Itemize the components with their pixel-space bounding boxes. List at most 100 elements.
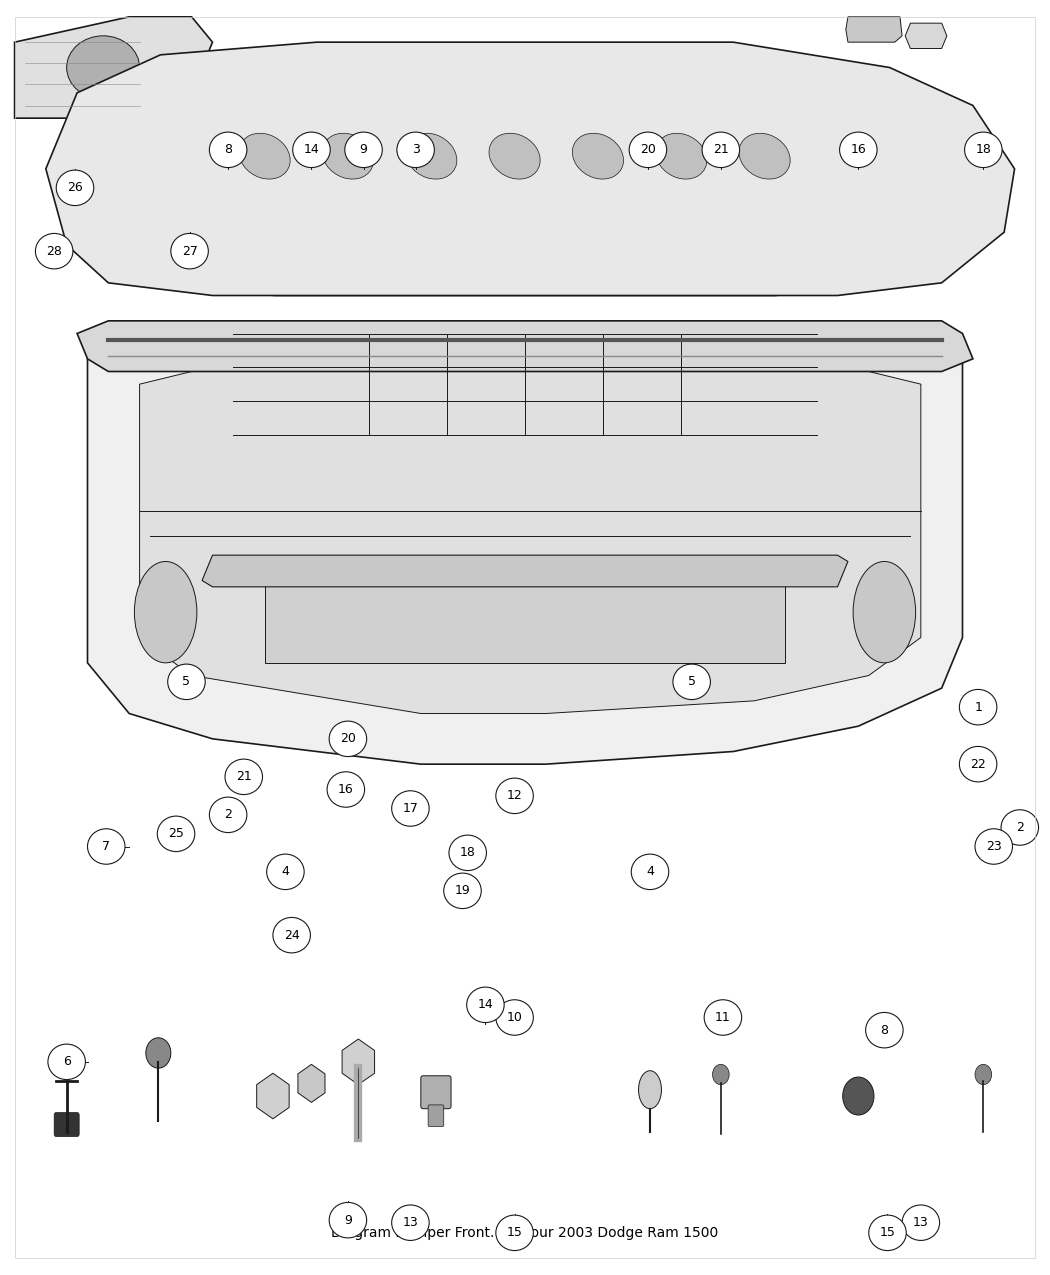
Text: 8: 8 xyxy=(224,143,232,157)
Ellipse shape xyxy=(965,133,1002,167)
Ellipse shape xyxy=(328,771,364,807)
Ellipse shape xyxy=(36,233,72,269)
Ellipse shape xyxy=(489,134,540,179)
Text: 15: 15 xyxy=(507,1227,523,1239)
Ellipse shape xyxy=(405,134,457,179)
Ellipse shape xyxy=(329,722,366,756)
Text: 17: 17 xyxy=(402,802,418,815)
Text: 19: 19 xyxy=(455,885,470,898)
Text: 16: 16 xyxy=(338,783,354,796)
Text: 13: 13 xyxy=(402,1216,418,1229)
Text: 21: 21 xyxy=(236,770,252,783)
FancyBboxPatch shape xyxy=(55,1113,79,1136)
Ellipse shape xyxy=(673,664,711,700)
Ellipse shape xyxy=(48,1044,85,1080)
PathPatch shape xyxy=(87,334,963,764)
Ellipse shape xyxy=(158,816,195,852)
Ellipse shape xyxy=(134,561,196,663)
Ellipse shape xyxy=(87,829,125,864)
Text: 20: 20 xyxy=(640,143,656,157)
Ellipse shape xyxy=(865,1012,903,1048)
Ellipse shape xyxy=(902,1205,940,1241)
Ellipse shape xyxy=(705,1000,741,1035)
Ellipse shape xyxy=(57,170,93,205)
PathPatch shape xyxy=(140,358,921,714)
Text: 11: 11 xyxy=(715,1011,731,1024)
Ellipse shape xyxy=(655,134,707,179)
Text: 13: 13 xyxy=(912,1216,928,1229)
Ellipse shape xyxy=(225,759,262,794)
PathPatch shape xyxy=(905,23,947,48)
Ellipse shape xyxy=(631,854,669,890)
Ellipse shape xyxy=(66,36,140,99)
Ellipse shape xyxy=(496,1000,533,1035)
Text: 6: 6 xyxy=(63,1056,70,1068)
Text: 24: 24 xyxy=(284,928,299,942)
Text: 5: 5 xyxy=(183,676,190,688)
Ellipse shape xyxy=(168,664,205,700)
Ellipse shape xyxy=(960,746,996,782)
Text: 22: 22 xyxy=(970,757,986,770)
Ellipse shape xyxy=(267,854,304,890)
Ellipse shape xyxy=(392,1205,429,1241)
PathPatch shape xyxy=(108,194,942,296)
Text: 25: 25 xyxy=(168,827,184,840)
Text: 18: 18 xyxy=(975,143,991,157)
PathPatch shape xyxy=(202,555,848,586)
PathPatch shape xyxy=(46,42,1014,296)
Circle shape xyxy=(975,1065,991,1085)
PathPatch shape xyxy=(265,561,785,663)
PathPatch shape xyxy=(77,321,973,371)
Text: 14: 14 xyxy=(303,143,319,157)
Ellipse shape xyxy=(638,1071,662,1109)
Ellipse shape xyxy=(496,778,533,813)
Text: 20: 20 xyxy=(340,732,356,746)
Text: Diagram Bumper Front. for your 2003 Dodge Ram 1500: Diagram Bumper Front. for your 2003 Dodg… xyxy=(332,1225,718,1239)
Ellipse shape xyxy=(629,133,667,167)
Text: 18: 18 xyxy=(460,847,476,859)
FancyBboxPatch shape xyxy=(428,1105,444,1126)
Ellipse shape xyxy=(171,233,208,269)
Text: 27: 27 xyxy=(182,245,197,258)
Ellipse shape xyxy=(572,134,624,179)
Circle shape xyxy=(843,1077,874,1116)
Text: 26: 26 xyxy=(67,181,83,194)
Text: 14: 14 xyxy=(478,998,493,1011)
Text: 28: 28 xyxy=(46,245,62,258)
Text: 15: 15 xyxy=(880,1227,896,1239)
Text: 16: 16 xyxy=(850,143,866,157)
PathPatch shape xyxy=(846,17,902,42)
PathPatch shape xyxy=(681,340,817,435)
Ellipse shape xyxy=(1001,810,1038,845)
Text: 7: 7 xyxy=(102,840,110,853)
Text: 23: 23 xyxy=(986,840,1002,853)
Ellipse shape xyxy=(449,835,486,871)
Ellipse shape xyxy=(960,690,996,725)
Ellipse shape xyxy=(397,133,435,167)
Text: 2: 2 xyxy=(1015,821,1024,834)
Ellipse shape xyxy=(209,133,247,167)
Text: 12: 12 xyxy=(507,789,523,802)
Ellipse shape xyxy=(975,829,1012,864)
Ellipse shape xyxy=(840,133,877,167)
Text: 9: 9 xyxy=(359,143,368,157)
Ellipse shape xyxy=(392,790,429,826)
PathPatch shape xyxy=(233,340,369,435)
Ellipse shape xyxy=(702,133,739,167)
Text: 21: 21 xyxy=(713,143,729,157)
Ellipse shape xyxy=(209,797,247,833)
Ellipse shape xyxy=(344,133,382,167)
Circle shape xyxy=(146,1038,171,1068)
Text: 1: 1 xyxy=(974,701,982,714)
Text: 4: 4 xyxy=(646,866,654,878)
Text: 2: 2 xyxy=(225,808,232,821)
Ellipse shape xyxy=(322,134,374,179)
Ellipse shape xyxy=(868,1215,906,1251)
Ellipse shape xyxy=(496,1215,533,1251)
FancyBboxPatch shape xyxy=(421,1076,452,1109)
Ellipse shape xyxy=(329,1202,366,1238)
Text: 4: 4 xyxy=(281,866,290,878)
Ellipse shape xyxy=(239,134,290,179)
Ellipse shape xyxy=(273,918,311,952)
Text: 8: 8 xyxy=(880,1024,888,1037)
